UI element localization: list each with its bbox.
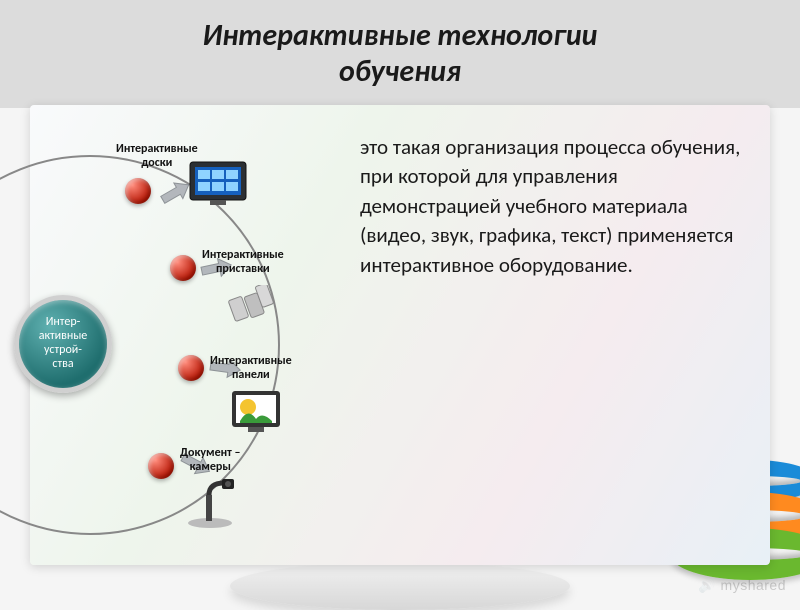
watermark-text: myshared xyxy=(721,577,786,593)
diagram-area: Интер- активные устрой- ства Интерактивн… xyxy=(30,105,350,565)
node-label-settop: Интерактивные приставки xyxy=(202,249,284,277)
node-boards xyxy=(125,178,151,204)
page-title: Интерактивные технологии обучения xyxy=(40,18,760,90)
node-panels xyxy=(178,355,204,381)
doccam-icon xyxy=(180,477,238,534)
node-settop xyxy=(170,255,196,281)
node-label-boards: Интерактивные доски xyxy=(116,143,198,171)
platform-shadow xyxy=(230,562,570,610)
node-doccam xyxy=(148,453,174,479)
node-label-panels: Интерактивные панели xyxy=(210,355,292,383)
watermark: 🔊 myshared xyxy=(698,577,786,594)
title-line-2: обучения xyxy=(339,53,461,90)
settop-icon xyxy=(225,285,279,330)
content-panel: Интер- активные устрой- ства Интерактивн… xyxy=(30,105,770,565)
body-text: это такая организация процесса обучения,… xyxy=(360,133,742,280)
hub-circle: Интер- активные устрой- ства xyxy=(14,295,112,393)
node-label-doccam: Документ – камеры xyxy=(180,447,241,475)
panel-icon xyxy=(228,387,284,440)
title-line-1: Интерактивные технологии xyxy=(203,17,598,54)
hub-label: Интер- активные устрой- ства xyxy=(35,312,92,375)
body-text-area: это такая организация процесса обучения,… xyxy=(350,105,770,565)
title-bar: Интерактивные технологии обучения xyxy=(0,0,800,108)
